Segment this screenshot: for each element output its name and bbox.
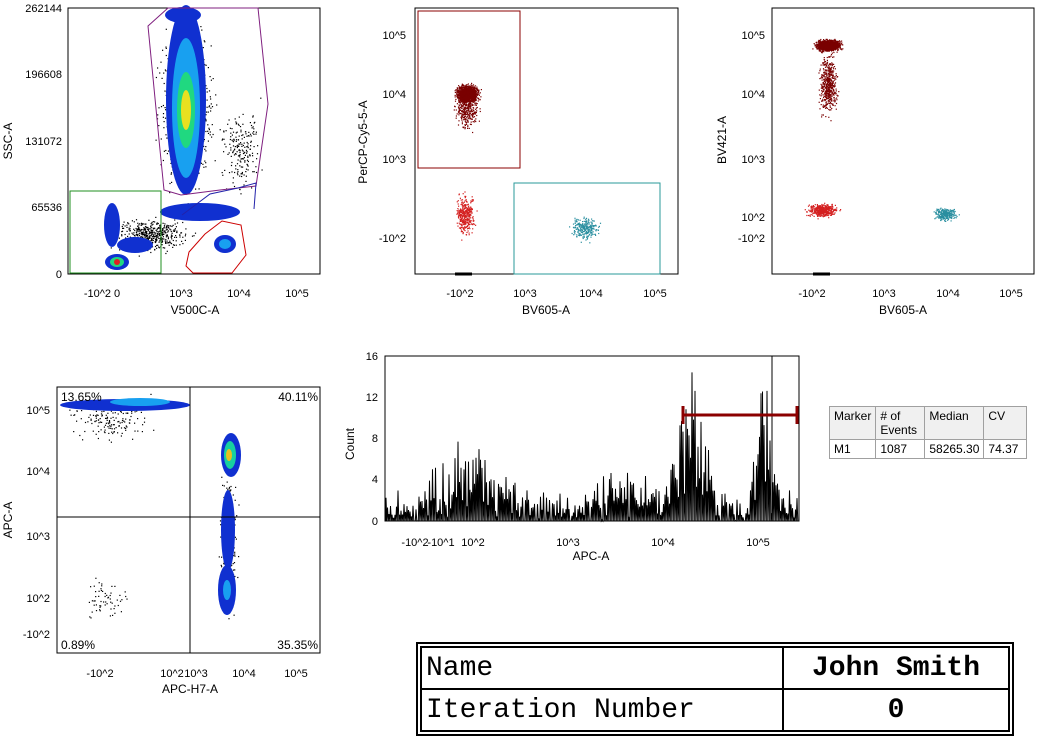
plot1-xlabel: V500C-A xyxy=(171,303,220,317)
plot5-xtick: 10^2 xyxy=(461,537,485,549)
stats-cell-events: 1087 xyxy=(875,439,926,459)
plot3-ytick: 10^4 xyxy=(741,89,765,101)
stats-header-median: Median xyxy=(924,406,985,440)
stats-header-marker: Marker xyxy=(828,406,877,440)
plot2-xtick: -10^2 xyxy=(446,288,473,300)
plot3-events xyxy=(804,38,960,222)
plot3-xtick: 10^5 xyxy=(999,288,1023,300)
plot1-xtick: -10^2 0 xyxy=(84,288,120,300)
plot3-xtick: 10^4 xyxy=(936,288,960,300)
stats-header-cv: CV xyxy=(983,406,1028,440)
plot5-xtick: 10^5 xyxy=(746,537,770,549)
plot2-events xyxy=(453,82,602,244)
plot2-gate-maroon[interactable] xyxy=(417,10,521,169)
stats-cell-median: 58265.30 xyxy=(924,439,985,459)
plot2-xlabel: BV605-A xyxy=(522,303,570,317)
plot1-ytick: 0 xyxy=(56,269,62,281)
plot-percp-vs-bv605: 10^5 10^4 10^3 -10^2 -10^2 10^3 10^4 10^… xyxy=(356,7,679,317)
plot-ssc-vs-v500c: 262144 196608 131072 65536 0 -10^2 0 10^… xyxy=(1,3,321,317)
info-box: Name John Smith Iteration Number 0 xyxy=(416,642,1014,736)
plot4-density xyxy=(60,398,241,615)
plot1-ytick: 196608 xyxy=(25,69,62,81)
plot1-gate-red[interactable] xyxy=(185,220,247,274)
plot1-ytick: 131072 xyxy=(25,136,62,148)
plot4-quadrant-bottom-left: 0.89% xyxy=(61,638,95,652)
plot5-xtick: -10^1 xyxy=(427,537,454,549)
name-value: John Smith xyxy=(783,647,1009,689)
plot1-xtick: 10^3 xyxy=(169,288,193,300)
plot5-xtick: -10^2 xyxy=(401,537,428,549)
plot5-ytick: 0 xyxy=(372,516,378,528)
plot2-xtick: 10^4 xyxy=(579,288,603,300)
plot3-frame xyxy=(771,7,1035,275)
marker-m1[interactable] xyxy=(681,406,799,424)
plot3-ylabel: BV421-A xyxy=(715,116,729,164)
info-grid: Name John Smith Iteration Number 0 xyxy=(420,646,1010,732)
plot5-ytick: 16 xyxy=(366,351,378,363)
plot4-quadrant-top-left: 13.65% xyxy=(61,390,102,404)
plot3-xtick: 10^3 xyxy=(872,288,896,300)
stats-header-events: # of Events xyxy=(875,406,926,440)
stats-cell-marker: M1 xyxy=(828,439,877,459)
plot4-xtick: 10^4 xyxy=(232,668,256,680)
plot4-ytick: -10^2 xyxy=(23,629,50,641)
plot-histogram-apc: 16 12 8 4 0 -10^2 -10^1 10^2 10^3 10^4 1… xyxy=(343,351,800,563)
plot4-xtick: 10^5 xyxy=(284,668,308,680)
plot2-ytick: 10^4 xyxy=(382,89,406,101)
plot5-xlabel: APC-A xyxy=(573,549,610,563)
plot2-xtick: 10^5 xyxy=(643,288,667,300)
plot-bv421-vs-bv605: 10^5 10^4 10^3 10^2 -10^2 -10^2 10^3 10^… xyxy=(715,7,1035,317)
plot3-xtick: -10^2 xyxy=(798,288,825,300)
plot2-frame xyxy=(414,7,679,275)
plot3-xlabel: BV605-A xyxy=(879,303,927,317)
plot1-density xyxy=(104,5,240,270)
plot1-xtick: 10^4 xyxy=(227,288,251,300)
plot1-ytick: 262144 xyxy=(25,3,62,15)
stats-cell-cv: 74.37 xyxy=(983,439,1028,459)
marker-stats-table: Marker # of Events Median CV M1 1087 582… xyxy=(828,406,1028,459)
plot1-gate-green[interactable] xyxy=(69,190,162,274)
plot1-xtick: 10^5 xyxy=(285,288,309,300)
iteration-label: Iteration Number xyxy=(421,689,783,731)
plot-apc-vs-apch7: 13.65% 40.11% 0.89% 35.35% 10^5 10^4 10^… xyxy=(1,386,321,696)
plot4-ytick: 10^4 xyxy=(26,466,50,478)
plot3-ytick: 10^3 xyxy=(741,154,765,166)
plot5-ylabel: Count xyxy=(343,427,357,460)
plot5-xtick: 10^3 xyxy=(556,537,580,549)
plot5-xtick: 10^4 xyxy=(651,537,675,549)
plot5-ytick: 8 xyxy=(372,433,378,445)
stats-header-row: Marker # of Events Median CV xyxy=(828,406,1028,440)
name-label: Name xyxy=(421,647,783,689)
plot2-xtick: 10^3 xyxy=(513,288,537,300)
plot1-ylabel: SSC-A xyxy=(1,123,15,160)
plot4-xlabel: APC-H7-A xyxy=(162,682,218,696)
iteration-value: 0 xyxy=(783,689,1009,731)
plot4-ytick: 10^3 xyxy=(26,531,50,543)
plot4-ytick: 10^5 xyxy=(26,405,50,417)
plot5-ytick: 12 xyxy=(366,392,378,404)
plot4-frame xyxy=(56,386,321,654)
plot1-ytick: 65536 xyxy=(31,202,62,214)
plot3-ytick: 10^5 xyxy=(741,30,765,42)
stats-row-m1: M1 1087 58265.30 74.37 xyxy=(828,439,1028,459)
plot1-gate-blue[interactable] xyxy=(181,182,257,216)
plot2-gate-teal[interactable] xyxy=(513,182,661,275)
plot4-ytick: 10^2 xyxy=(26,593,50,605)
plot4-quadrant-bottom-right: 35.35% xyxy=(277,638,318,652)
plot4-ylabel: APC-A xyxy=(1,502,15,539)
plot2-ytick: 10^3 xyxy=(382,154,406,166)
plot2-ylabel: PerCP-Cy5-5-A xyxy=(356,100,370,183)
plot4-quadrant-top-right: 40.11% xyxy=(278,390,318,404)
plot4-xtick: 10^2 xyxy=(160,668,184,680)
histogram-trace xyxy=(385,372,799,523)
plot3-ytick: 10^2 xyxy=(741,212,765,224)
plot2-ytick: -10^2 xyxy=(379,233,406,245)
plot4-xtick: 10^3 xyxy=(184,668,208,680)
plot2-ytick: 10^5 xyxy=(382,30,406,42)
plot4-xtick: -10^2 xyxy=(86,668,113,680)
plot5-frame xyxy=(384,355,800,522)
plot3-ytick: -10^2 xyxy=(738,233,765,245)
plot5-ytick: 4 xyxy=(372,474,378,486)
